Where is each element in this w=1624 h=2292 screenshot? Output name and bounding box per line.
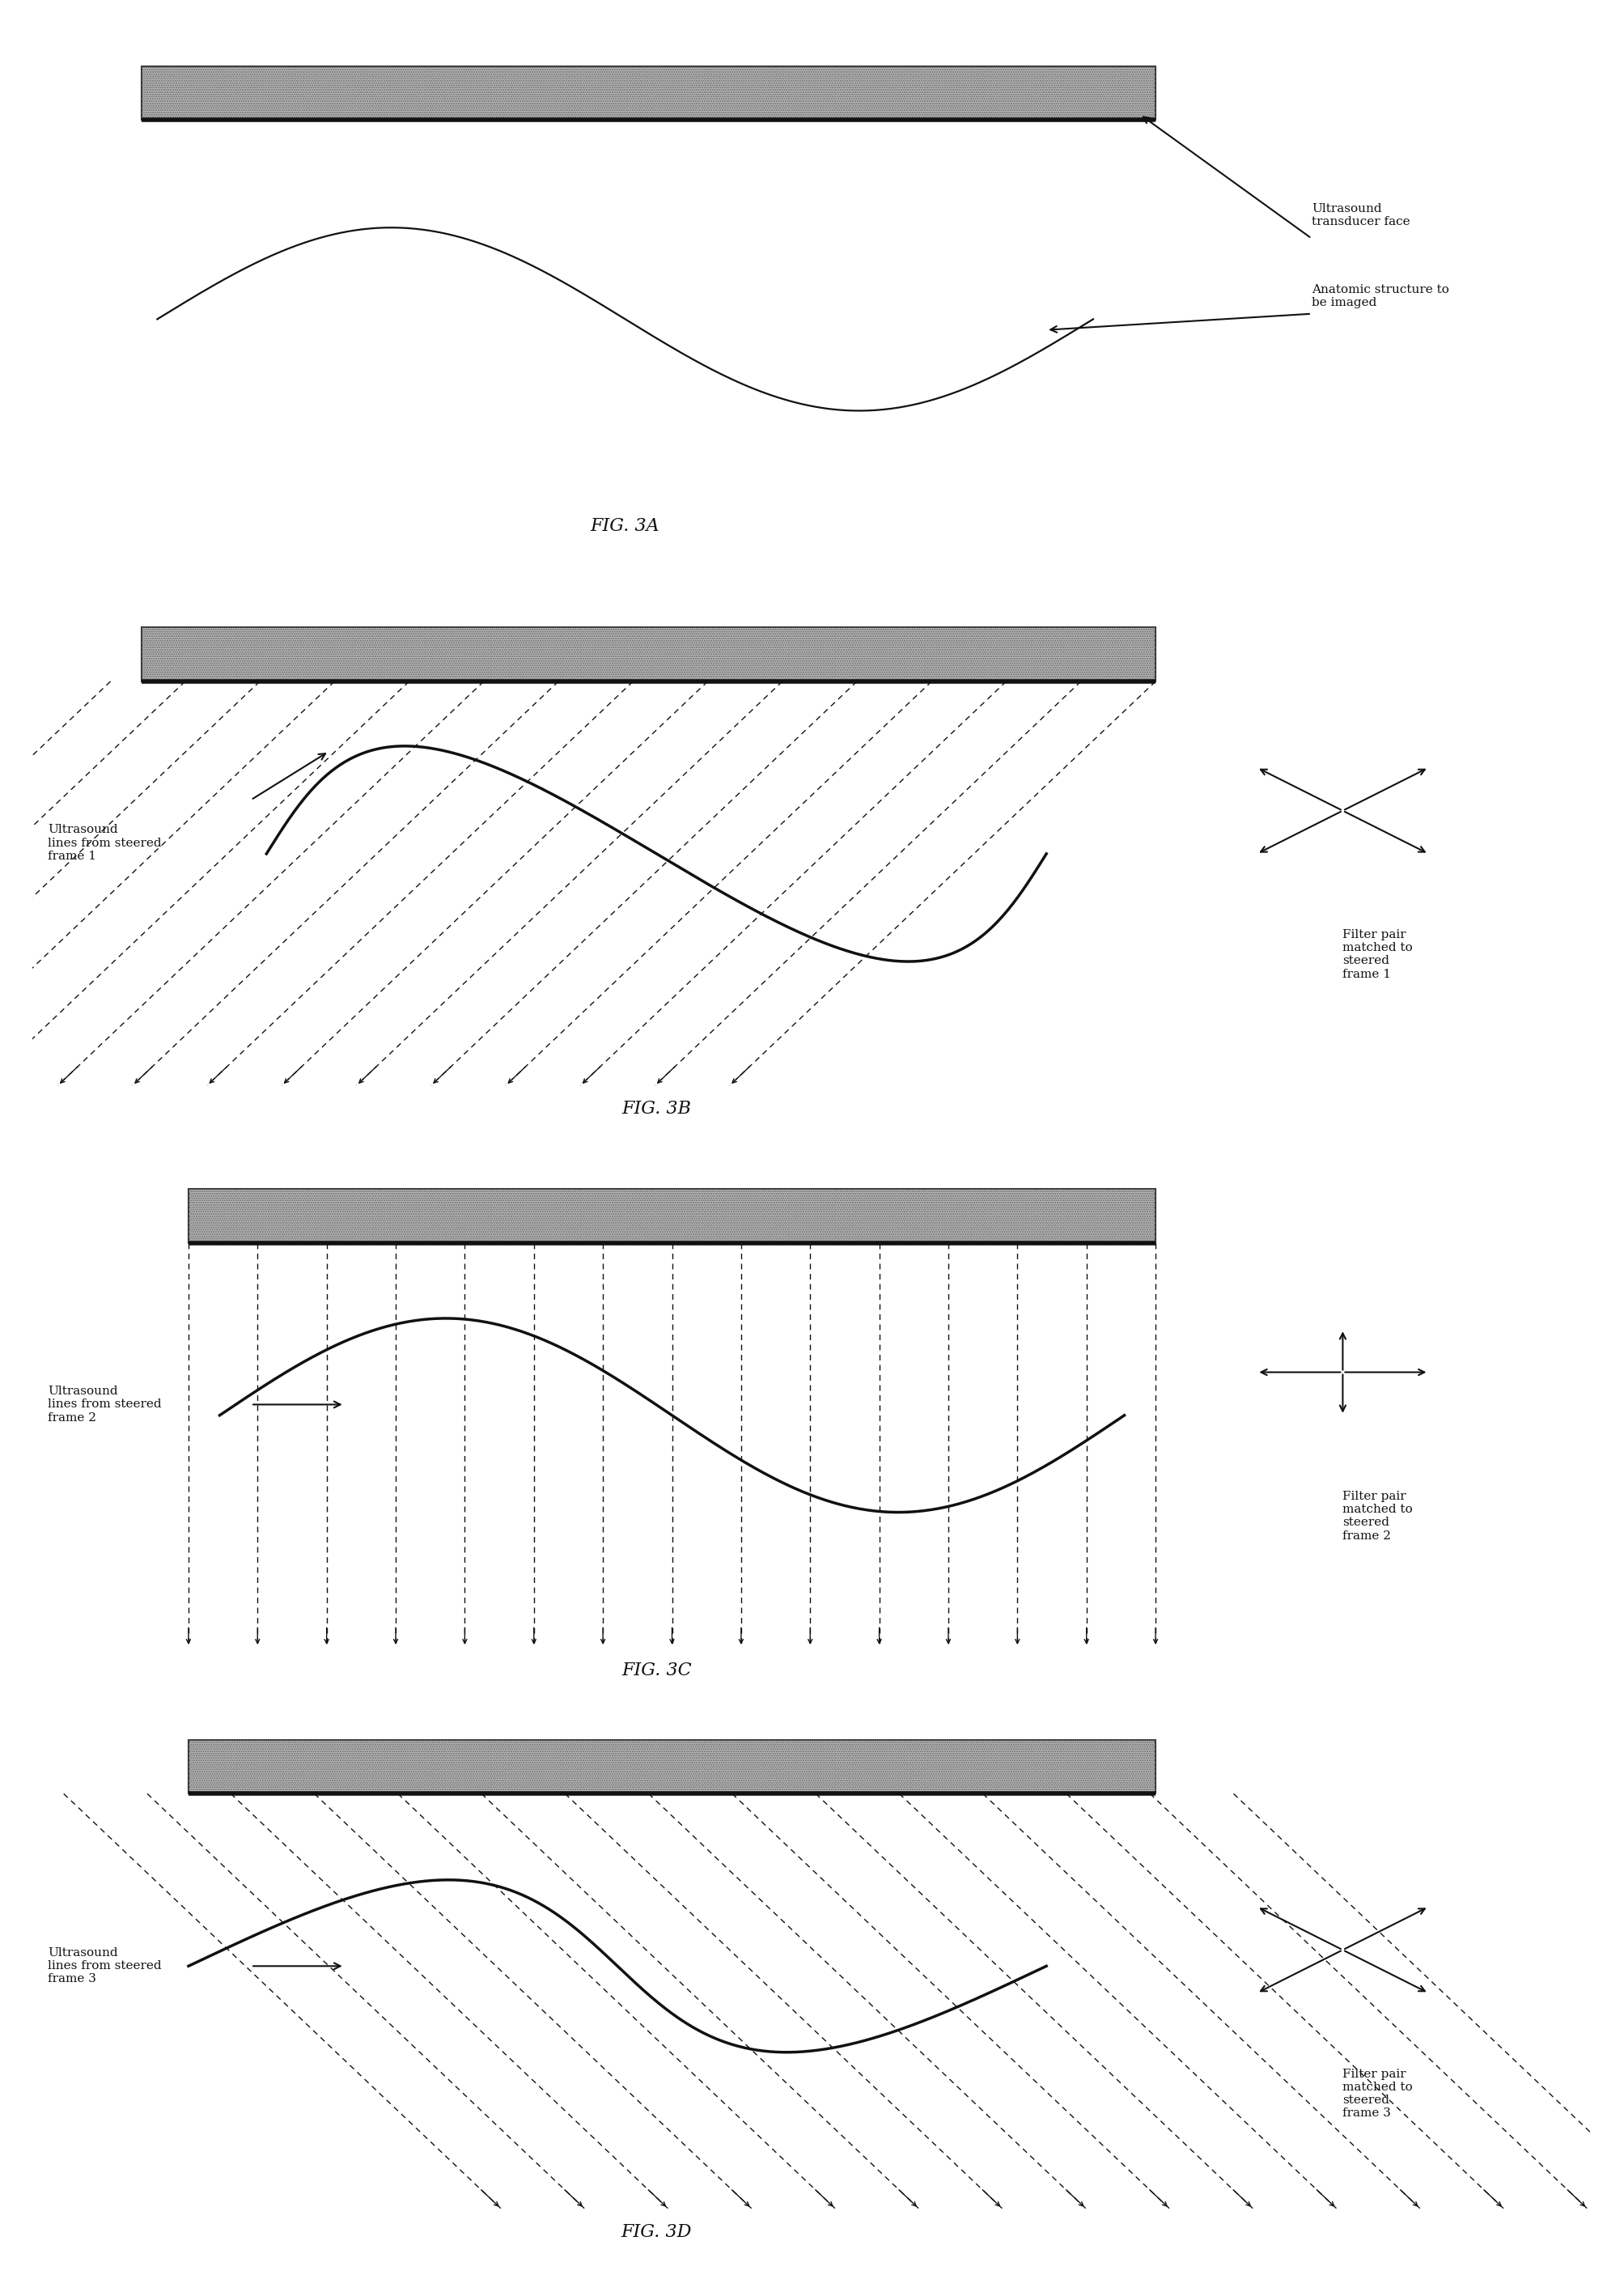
- Bar: [141, 628, 1155, 681]
- Bar: [141, 66, 1155, 119]
- Bar: [188, 1190, 1155, 1242]
- Text: Ultrasound
transducer face: Ultrasound transducer face: [1311, 204, 1410, 227]
- Bar: [141, 628, 1155, 681]
- Bar: [188, 1740, 1155, 1795]
- Bar: [188, 1740, 1155, 1795]
- Text: Ultrasound
lines from steered
frame 3: Ultrasound lines from steered frame 3: [49, 1948, 162, 1985]
- Text: Filter pair
matched to
steered
frame 1: Filter pair matched to steered frame 1: [1341, 928, 1413, 981]
- Bar: [188, 1190, 1155, 1242]
- Text: Filter pair
matched to
steered
frame 2: Filter pair matched to steered frame 2: [1341, 1490, 1413, 1543]
- Text: Filter pair
matched to
steered
frame 3: Filter pair matched to steered frame 3: [1341, 2067, 1413, 2120]
- Text: FIG. 3C: FIG. 3C: [620, 1662, 692, 1680]
- Text: FIG. 3A: FIG. 3A: [590, 516, 659, 534]
- Bar: [141, 66, 1155, 119]
- Text: FIG. 3B: FIG. 3B: [622, 1100, 690, 1118]
- Text: Anatomic structure to
be imaged: Anatomic structure to be imaged: [1311, 284, 1449, 309]
- Text: Ultrasound
lines from steered
frame 1: Ultrasound lines from steered frame 1: [49, 825, 162, 862]
- Text: FIG. 3D: FIG. 3D: [620, 2223, 692, 2242]
- Text: Ultrasound
lines from steered
frame 2: Ultrasound lines from steered frame 2: [49, 1387, 162, 1423]
